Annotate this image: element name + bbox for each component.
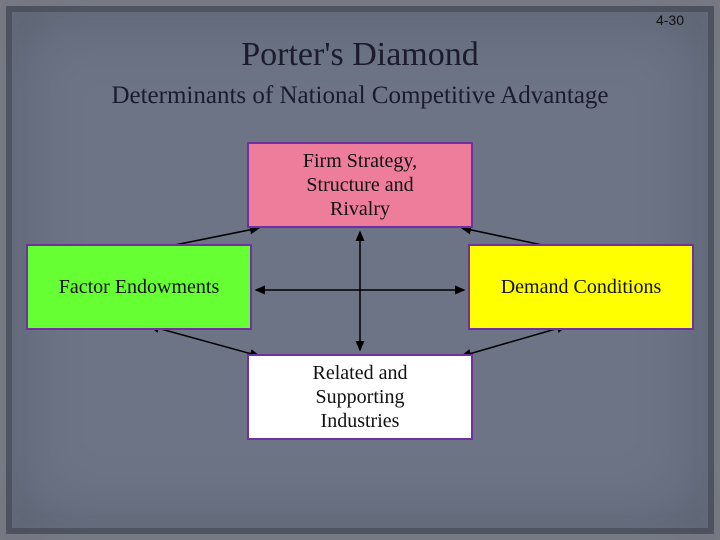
slide: 4-30 Porter's Diamond Determinants of Na… [0,0,720,540]
title-main: Porter's Diamond [0,36,720,74]
box-factor-endowments: Factor Endowments [26,244,252,330]
page-number: 4-30 [656,12,684,28]
edge-3 [462,326,566,356]
title-sub: Determinants of National Competitive Adv… [0,82,720,110]
box-firm-strategy: Firm Strategy,Structure andRivalry [247,142,473,228]
box-related-industries: Related andSupportingIndustries [247,354,473,440]
box-demand-conditions: Demand Conditions [468,244,694,330]
edge-2 [150,326,259,356]
